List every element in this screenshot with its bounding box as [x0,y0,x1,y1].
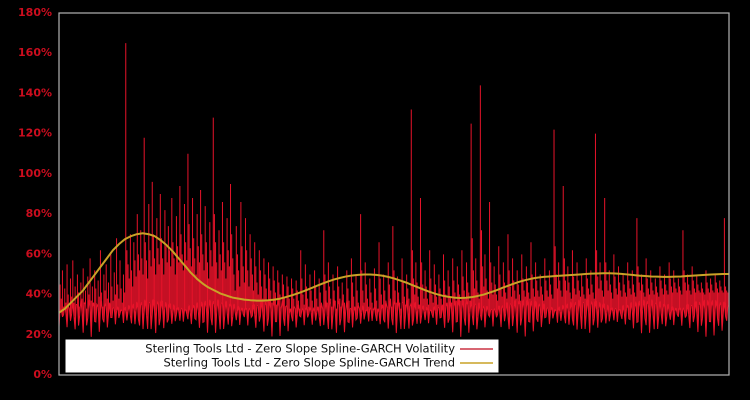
volatility-series-line [59,43,729,337]
y-axis-tick-20%: 20% [26,328,52,341]
y-axis-tick-180%: 180% [18,6,52,19]
y-axis-tick-labels: 0% 20% 40% 60% 80% 100% 120% 140% 160% 180% [18,6,52,381]
chart-legend[interactable]: Sterling Tools Ltd - Zero Slope Spline-G… [65,339,499,373]
y-axis-tick-160%: 160% [18,46,52,59]
legend-item-label-volatility: Sterling Tools Ltd - Zero Slope Spline-G… [145,342,455,356]
y-axis-tick-40%: 40% [26,288,52,301]
legend-item-label-trend: Sterling Tools Ltd - Zero Slope Spline-G… [163,356,455,370]
y-axis-tick-60%: 60% [26,247,52,260]
trend-series-line [59,232,729,314]
legend-background [65,339,499,373]
y-axis-tick-120%: 120% [18,127,52,140]
plot-frame [58,12,730,376]
y-axis-tick-80%: 80% [26,207,52,220]
y-axis-tick-0%: 0% [33,368,52,381]
y-axis-tick-140%: 140% [18,86,52,99]
y-axis-tick-100%: 100% [18,167,52,180]
